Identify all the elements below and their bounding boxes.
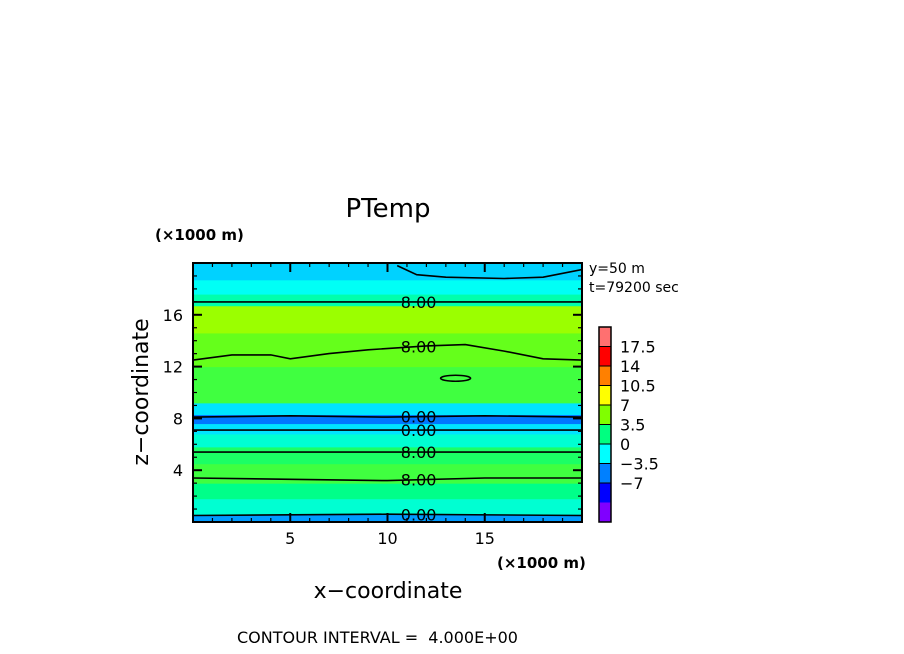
x-axis-title: x−coordinate [314, 579, 463, 604]
colorbar-label: 10.5 [620, 377, 656, 396]
info-time: t=79200 sec [589, 280, 679, 296]
z-tick-label: 12 [163, 358, 183, 377]
contour-label: 8.00 [401, 293, 437, 312]
colorbar-label: 0 [620, 435, 630, 454]
colorbar-swatch [599, 463, 611, 483]
field-layer [193, 483, 582, 500]
contour-label: 0.00 [401, 505, 437, 524]
contour-label: 0.00 [401, 408, 437, 427]
colorbar-label: 14 [620, 357, 640, 376]
x-tick-label: 15 [475, 529, 495, 548]
colorbar-swatch [599, 346, 611, 366]
info-y: y=50 m [589, 261, 645, 277]
field-layer [193, 414, 582, 425]
field-layer [193, 402, 582, 416]
field-layer [193, 305, 582, 334]
colorbar-swatch [599, 424, 611, 444]
colorbar-swatch [599, 385, 611, 405]
field-layer [193, 279, 582, 295]
field-layer [193, 423, 582, 435]
chart-title: PTemp [346, 194, 431, 224]
z-axis-title: z−coordinate [129, 318, 154, 465]
colorbar-swatch [599, 327, 611, 347]
field-layer [193, 332, 582, 368]
contour-line [193, 343, 582, 361]
z-ticks: 4 8 12 16 [163, 306, 582, 480]
x-tick-label: 10 [377, 529, 397, 548]
field-layer [193, 433, 582, 448]
z-unit-label: (×1000 m) [155, 226, 244, 244]
contour-line [193, 414, 582, 418]
z-tick-label: 4 [173, 461, 183, 480]
colorbar-swatch [599, 502, 611, 522]
contour-line [193, 477, 582, 482]
colorbar-label: −7 [620, 474, 644, 493]
contour-label: 8.00 [401, 443, 437, 462]
colorbar-swatch [599, 444, 611, 464]
colorbar-label: 17.5 [620, 338, 656, 357]
colorbar-swatch [599, 405, 611, 425]
colorbar-label: −3.5 [620, 455, 659, 474]
contour-interval-note: CONTOUR INTERVAL = 4.000E+00 [237, 628, 518, 647]
contour-labels: 8.008.000.000.008.008.000.00 [401, 293, 437, 525]
x-tick-label: 5 [285, 529, 295, 548]
z-tick-label: 16 [163, 306, 183, 325]
field-layer [193, 446, 582, 465]
field-layer [193, 498, 582, 515]
colorbar-swatch [599, 366, 611, 386]
x-unit-label: (×1000 m) [497, 554, 586, 572]
field-layer [193, 294, 582, 307]
z-tick-label: 8 [173, 409, 183, 428]
field-layer [193, 366, 582, 404]
colorbar-swatch [599, 483, 611, 503]
colorbar-label: 3.5 [620, 416, 645, 435]
contour-label: 0.00 [401, 421, 437, 440]
contour-label: 8.00 [401, 337, 437, 356]
minor-ticks [193, 263, 582, 522]
x-ticks: 5 10 15 [285, 263, 495, 548]
colorbar-label: 7 [620, 396, 630, 415]
contour-line [396, 264, 582, 280]
contour-label: 8.00 [401, 471, 437, 490]
contour-loop [439, 374, 472, 383]
